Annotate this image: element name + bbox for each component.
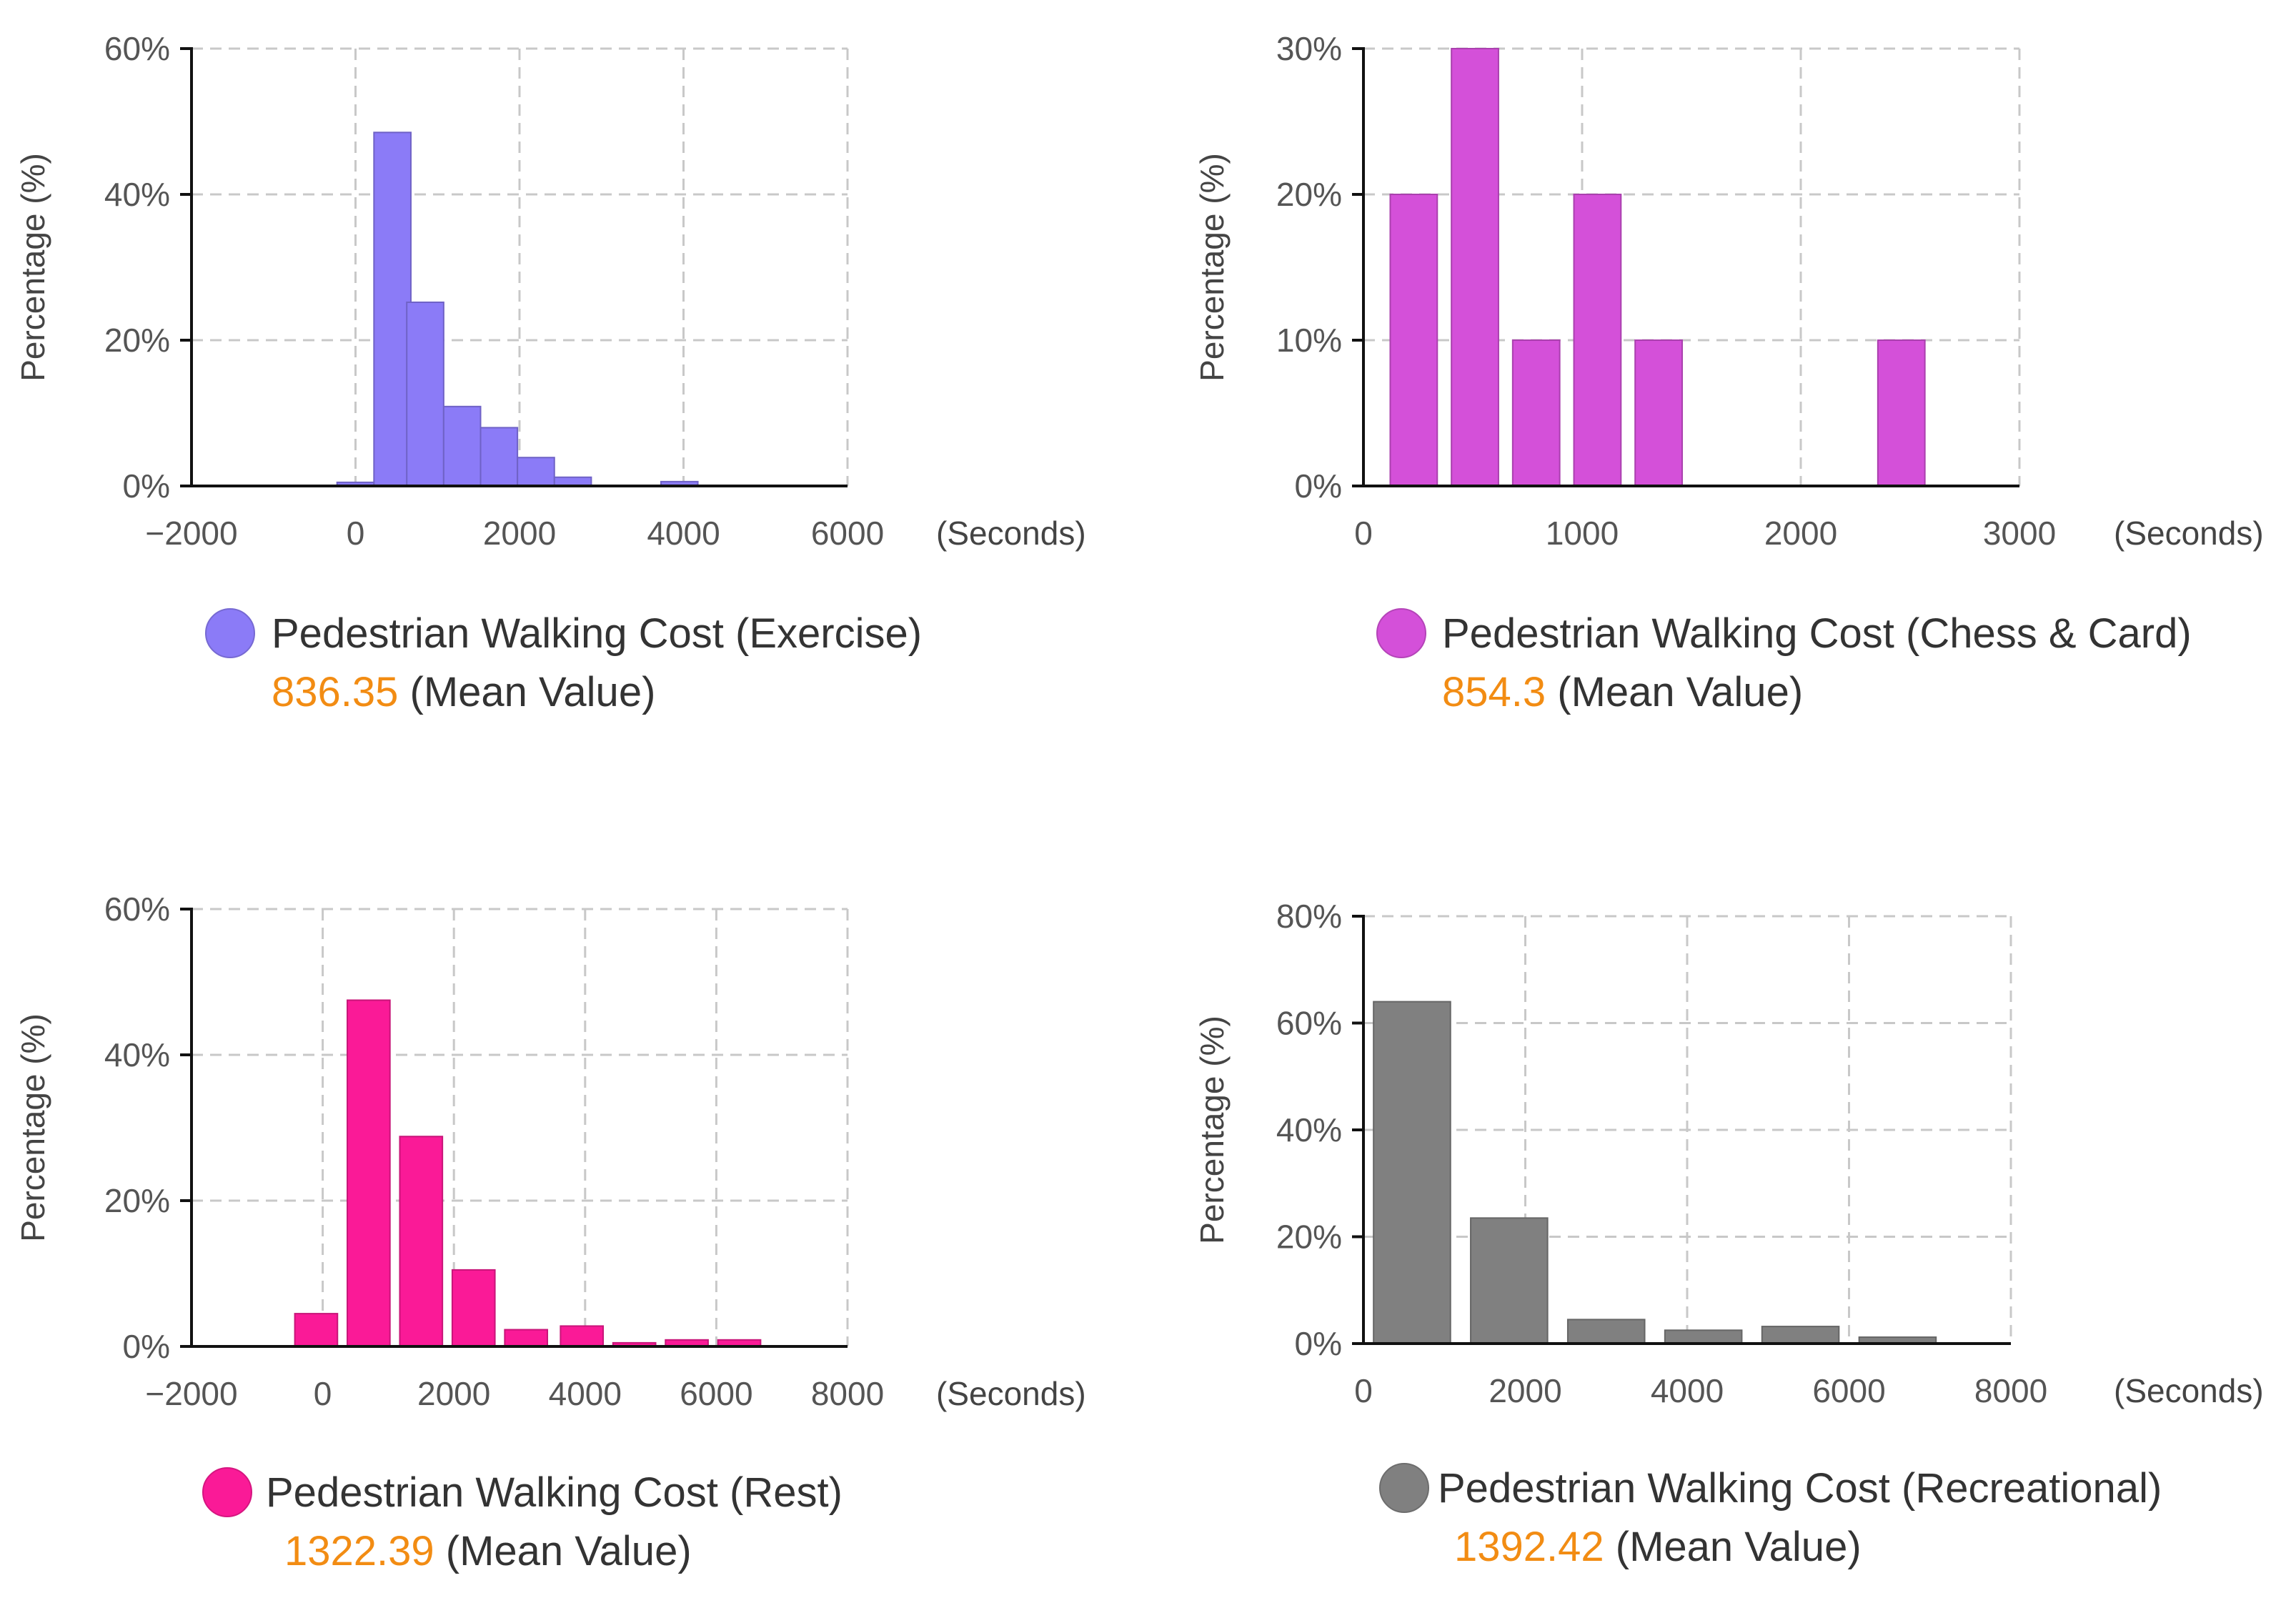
chart-panel-3: 0% 20% 40% 60% −2000 0 2000 4000 6000 8000 Percent… <box>14 890 1086 1574</box>
histogram-bar <box>373 131 412 487</box>
histogram-bar <box>1451 48 1499 487</box>
mean-value-number: 854.3 <box>1442 669 1546 715</box>
histogram-bar <box>1373 1001 1451 1344</box>
x-tick-label: 4000 <box>1651 1372 1724 1409</box>
x-unit-label: (Seconds) <box>2114 1372 2264 1409</box>
y-tick-label: 60% <box>104 30 170 67</box>
x-tick-label: 6000 <box>1812 1372 1885 1409</box>
y-tick-label: 10% <box>1276 322 1342 359</box>
x-tick-label: 2000 <box>1489 1372 1561 1409</box>
histogram-bar <box>347 999 391 1347</box>
legend-label: Pedestrian Walking Cost (Rest) <box>266 1469 843 1516</box>
histogram-bar <box>406 301 444 487</box>
y-axis-label: Percentage (%) <box>14 153 51 382</box>
mean-value-text: 836.35 (Mean Value) <box>272 669 655 715</box>
mean-value-text: 1392.42 (Mean Value) <box>1454 1524 1862 1570</box>
x-unit-label: (Seconds) <box>936 515 1086 552</box>
x-tick-label: −2000 <box>145 1375 237 1412</box>
chart-panel-2: 0% 10% 20% 30% 0 1000 2000 3000 Percentage (%) (S… <box>1193 30 2264 715</box>
histogram-bar <box>1566 1319 1646 1345</box>
mean-value-text: 1322.39 (Mean Value) <box>284 1528 692 1574</box>
x-tick-label: 0 <box>347 515 365 552</box>
x-tick-label: 2000 <box>1764 515 1837 552</box>
histogram-bar <box>399 1136 444 1347</box>
histogram-bar <box>1511 339 1561 487</box>
y-tick-label: 40% <box>104 1036 170 1073</box>
x-tick-label: 2000 <box>417 1375 490 1412</box>
x-tick-label: 0 <box>1354 515 1373 552</box>
y-tick-label: 80% <box>1276 898 1342 935</box>
mean-value-text: 854.3 (Mean Value) <box>1442 669 1803 715</box>
y-tick-label: 60% <box>1276 1005 1342 1042</box>
legend-label: Pedestrian Walking Cost (Exercise) <box>272 610 922 657</box>
x-tick-label: −2000 <box>145 515 237 552</box>
histogram-bar <box>479 427 519 487</box>
legend-marker <box>205 608 255 658</box>
legend-marker <box>202 1467 252 1517</box>
histogram-bar <box>1761 1326 1840 1344</box>
y-axis-label: Percentage (%) <box>1193 1016 1231 1244</box>
histogram-bar <box>1877 339 1926 487</box>
x-unit-label: (Seconds) <box>936 1375 1086 1412</box>
legend-marker <box>1379 1463 1429 1513</box>
y-tick-label: 0% <box>1295 1325 1342 1362</box>
histogram-bar <box>294 1313 339 1347</box>
mean-value-label: (Mean Value) <box>398 669 655 715</box>
histogram-bar <box>1573 194 1622 487</box>
x-tick-label: 4000 <box>549 1375 622 1412</box>
x-tick-label: 3000 <box>1983 515 2056 552</box>
x-tick-label: 2000 <box>483 515 556 552</box>
chart-panel-1: 0% 20% 40% 60% −2000 0 2000 4000 6000 Percentage … <box>14 30 1086 715</box>
y-tick-label: 20% <box>104 1182 170 1219</box>
histogram-bar <box>504 1329 549 1348</box>
x-tick-label: 6000 <box>680 1375 752 1412</box>
histogram-bar <box>1470 1217 1549 1345</box>
mean-value-number: 1322.39 <box>284 1528 434 1574</box>
histogram-bar <box>1634 339 1683 487</box>
chart-panel-4: 0% 20% 40% 60% 80% 0 2000 4000 6000 8000 Percentag… <box>1193 898 2264 1570</box>
y-tick-label: 20% <box>1276 1219 1342 1256</box>
y-tick-label: 0% <box>123 1328 170 1365</box>
y-tick-label: 20% <box>1276 176 1342 213</box>
mean-value-label: (Mean Value) <box>434 1528 692 1574</box>
legend-marker <box>1376 608 1426 658</box>
y-tick-label: 40% <box>1276 1111 1342 1148</box>
y-tick-label: 0% <box>1295 467 1342 505</box>
mean-value-number: 1392.42 <box>1454 1524 1604 1570</box>
histogram-bar <box>517 457 555 487</box>
x-tick-label: 8000 <box>811 1375 884 1412</box>
x-tick-label: 1000 <box>1546 515 1619 552</box>
x-tick-label: 4000 <box>647 515 720 552</box>
y-tick-label: 20% <box>104 322 170 359</box>
histogram-bar <box>560 1325 605 1347</box>
legend-label: Pedestrian Walking Cost (Chess & Card) <box>1442 610 2192 657</box>
x-tick-label: 8000 <box>1974 1372 2047 1409</box>
mean-value-label: (Mean Value) <box>1546 669 1803 715</box>
histogram-bar <box>451 1269 496 1348</box>
mean-value-label: (Mean Value) <box>1604 1524 1862 1570</box>
y-tick-label: 0% <box>123 467 170 505</box>
mean-value-number: 836.35 <box>272 669 398 715</box>
x-tick-label: 0 <box>314 1375 332 1412</box>
y-axis-label: Percentage (%) <box>14 1013 51 1242</box>
x-tick-label: 6000 <box>811 515 884 552</box>
legend-label: Pedestrian Walking Cost (Recreational) <box>1438 1465 2162 1512</box>
x-tick-label: 0 <box>1354 1372 1373 1409</box>
x-unit-label: (Seconds) <box>2114 515 2264 552</box>
y-tick-label: 60% <box>104 890 170 928</box>
y-tick-label: 40% <box>104 176 170 213</box>
y-tick-label: 30% <box>1276 30 1342 67</box>
histogram-bar <box>1664 1329 1743 1344</box>
y-axis-label: Percentage (%) <box>1193 153 1231 382</box>
histogram-bar <box>442 405 482 487</box>
histogram-bar <box>1389 194 1438 487</box>
